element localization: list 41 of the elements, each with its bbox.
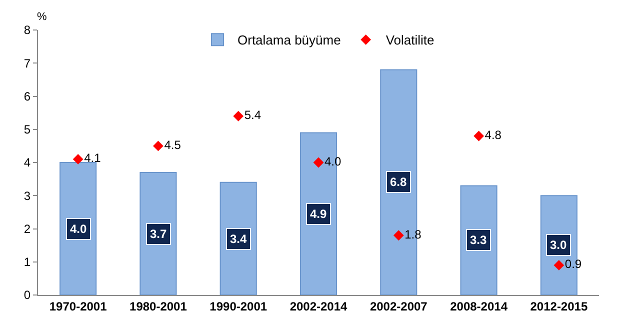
x-tick-label: 2002-2014 bbox=[290, 299, 348, 314]
x-tick-label: 1970-2001 bbox=[49, 299, 108, 314]
data-label: 5.4 bbox=[244, 108, 262, 122]
point bbox=[393, 230, 404, 241]
point bbox=[313, 157, 324, 168]
y-tick-label: 8 bbox=[24, 23, 31, 38]
y-tick-label: 3 bbox=[24, 188, 31, 203]
point bbox=[153, 140, 164, 152]
bar bbox=[60, 162, 97, 295]
data-label: 4.1 bbox=[84, 151, 102, 166]
data-label: 3.4 bbox=[230, 232, 248, 246]
point bbox=[233, 110, 244, 122]
y-tick-label: 1 bbox=[24, 255, 31, 270]
data-label: 3.3 bbox=[470, 233, 488, 247]
y-tick-label: 2 bbox=[24, 222, 31, 236]
point bbox=[72, 154, 84, 164]
y-tick-label: 0 bbox=[24, 288, 31, 302]
data-label: 4.0 bbox=[70, 222, 88, 236]
y-tick-label: 7 bbox=[24, 56, 31, 70]
x-tick-label: 2012-2015 bbox=[530, 299, 588, 314]
data-label: 1.8 bbox=[404, 227, 422, 242]
y-tick-label: 6 bbox=[24, 89, 31, 104]
data-label: 4.8 bbox=[484, 128, 502, 142]
legend-label: Volatilite bbox=[386, 32, 434, 48]
y-tick-label: 4 bbox=[24, 156, 31, 170]
data-label: 4.0 bbox=[324, 154, 342, 168]
y-tick-label: 5 bbox=[24, 122, 31, 137]
data-label: 6.8 bbox=[390, 175, 408, 189]
legend-label: Ortalama büyüme bbox=[238, 32, 341, 48]
data-label: 3.0 bbox=[550, 238, 568, 252]
data-label: 4.9 bbox=[310, 207, 328, 221]
data-label: 0.9 bbox=[564, 257, 582, 272]
x-tick-label: 1980-2001 bbox=[130, 299, 188, 314]
x-tick-label: 2002-2007 bbox=[370, 299, 428, 314]
y-axis-title: % bbox=[37, 11, 47, 23]
data-label: 3.7 bbox=[150, 227, 168, 241]
data-label: 4.5 bbox=[164, 138, 182, 152]
point bbox=[554, 260, 564, 270]
x-tick-label: 1990-2001 bbox=[210, 299, 268, 314]
x-tick-label: 2008-2014 bbox=[450, 299, 508, 314]
point bbox=[474, 130, 484, 142]
